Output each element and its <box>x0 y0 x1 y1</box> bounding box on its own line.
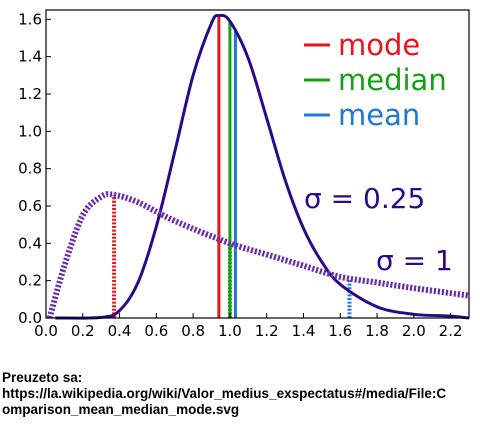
y-tick-label: 0.2 <box>18 272 42 290</box>
caption-line-1: Preuzeto sa: <box>2 370 83 385</box>
x-tick-label: 1.2 <box>255 322 279 340</box>
legend-label-mean: mean <box>338 98 420 132</box>
x-tick-label: 0.6 <box>144 322 168 340</box>
y-tick-label: 1.0 <box>18 122 42 140</box>
caption-line-3: omparison_mean_median_mode.svg <box>2 402 240 417</box>
x-tick-label: 0.4 <box>108 322 132 340</box>
x-tick-label: 0.8 <box>181 322 205 340</box>
x-tick-label: 2.0 <box>402 322 426 340</box>
x-tick-label: 0.2 <box>71 322 95 340</box>
legend-label-mode: mode <box>338 28 420 62</box>
annotation-sigma-1: σ = 1 <box>376 244 453 277</box>
y-tick-label: 0.8 <box>18 160 42 178</box>
legend-label-median: median <box>338 63 447 97</box>
chart: 0.0 0.2 0.4 0.6 0.8 1.0 1.2 1.4 1.6 1.8 2.0 2.2 0.0 0… <box>0 0 480 348</box>
x-tick-label: 0.0 <box>34 322 58 340</box>
y-tick-label: 0.6 <box>18 197 42 215</box>
y-tick-label: 1.4 <box>18 48 42 66</box>
legend: mode median mean <box>304 28 447 132</box>
x-tick-label: 2.2 <box>439 322 463 340</box>
annotation-sigma-0-25: σ = 0.25 <box>304 182 425 215</box>
plot-frame <box>45 9 470 319</box>
x-tick-label: 1.0 <box>218 322 242 340</box>
y-tick-label: 0.0 <box>18 309 42 327</box>
series-line-sigma-1 <box>46 191 470 319</box>
source-caption: Preuzeto sa: https://la.wikipedia.org/wi… <box>2 370 476 418</box>
y-tick-label: 1.2 <box>18 85 42 103</box>
chart-svg: 0.0 0.2 0.4 0.6 0.8 1.0 1.2 1.4 1.6 1.8 2.0 2.2 0.0 0… <box>0 0 480 348</box>
chart-background <box>0 0 480 348</box>
x-tick-label: 1.4 <box>292 322 316 340</box>
y-tick-label: 0.4 <box>18 234 42 252</box>
x-tick-label: 1.6 <box>328 322 352 340</box>
x-tick-label: 1.8 <box>365 322 389 340</box>
y-tick-label: 1.6 <box>18 10 42 28</box>
caption-line-2: https://la.wikipedia.org/wiki/Valor_medi… <box>2 386 447 401</box>
series-line-sigma-0-25 <box>55 13 470 320</box>
